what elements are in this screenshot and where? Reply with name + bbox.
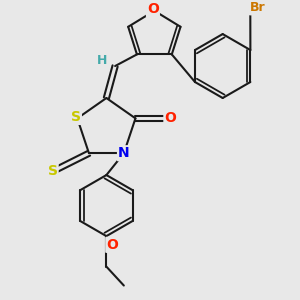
Text: N: N xyxy=(118,146,130,160)
Text: H: H xyxy=(97,54,107,67)
Text: O: O xyxy=(147,2,159,16)
Text: O: O xyxy=(164,111,176,125)
Text: S: S xyxy=(71,110,81,124)
Text: S: S xyxy=(48,164,58,178)
Text: O: O xyxy=(106,238,118,252)
Text: Br: Br xyxy=(250,2,266,14)
